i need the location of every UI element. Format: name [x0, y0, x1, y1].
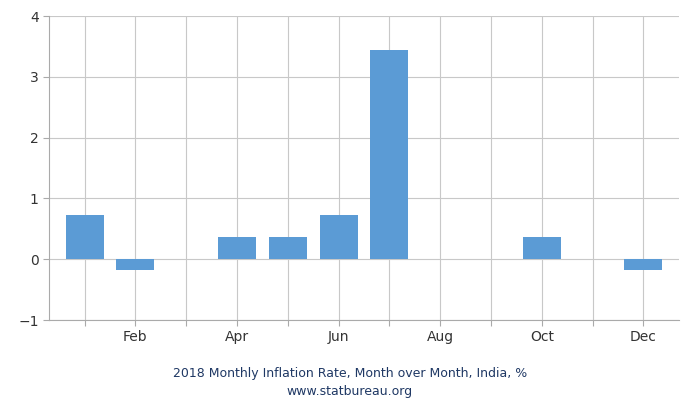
Bar	[624, 259, 662, 270]
Bar	[269, 237, 307, 259]
Bar	[370, 50, 409, 259]
Bar	[66, 216, 104, 259]
Bar	[218, 237, 256, 259]
Text: 2018 Monthly Inflation Rate, Month over Month, India, %: 2018 Monthly Inflation Rate, Month over …	[173, 368, 527, 380]
Bar	[319, 216, 358, 259]
Bar	[523, 237, 561, 259]
Bar	[116, 259, 155, 270]
Text: www.statbureau.org: www.statbureau.org	[287, 386, 413, 398]
